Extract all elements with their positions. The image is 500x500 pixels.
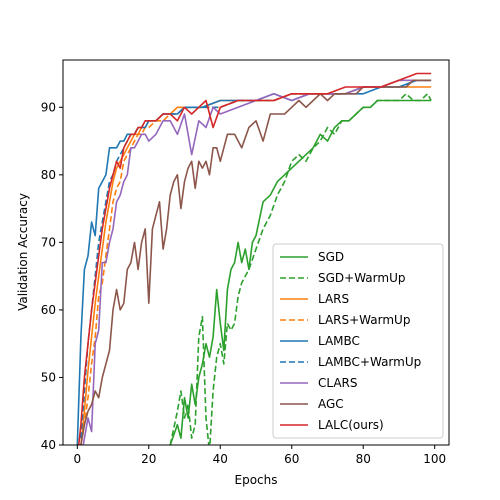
x-tick-label: 40 <box>213 452 228 466</box>
y-axis-label: Validation Accuracy <box>16 193 30 311</box>
legend-label-sgd-warmup: SGD+WarmUp <box>318 271 405 285</box>
legend-label-clars: CLARS <box>318 376 358 390</box>
legend-label-lars-warmup: LARS+WarmUp <box>318 313 410 327</box>
legend-label-sgd: SGD <box>318 250 344 264</box>
x-axis-ticks: 0 20 40 60 80 100 <box>73 445 446 466</box>
legend-box <box>272 243 444 439</box>
legend: SGD SGD+WarmUp LARS LARS+WarmUp LAMBC LAMBC+W… <box>272 243 444 439</box>
legend-label-agc: AGC <box>318 397 344 411</box>
y-tick-label: 70 <box>41 235 56 249</box>
plot-frame <box>62 59 450 446</box>
y-tick-label: 80 <box>41 168 56 182</box>
legend-label-lalc-ours: LALC(ours) <box>318 418 384 432</box>
series-line-sgd-warmup <box>169 93 432 445</box>
series-line-agc <box>80 79 432 445</box>
x-tick-label: 20 <box>141 452 156 466</box>
plot-clip-group <box>76 72 432 445</box>
legend-label-lambc: LAMBC <box>318 334 360 348</box>
x-tick-label: 0 <box>73 452 81 466</box>
y-tick-label: 90 <box>41 100 56 114</box>
x-tick-label: 60 <box>284 452 299 466</box>
y-tick-label: 40 <box>41 438 56 452</box>
y-tick-label: 60 <box>41 303 56 317</box>
legend-label-lambc-warmup: LAMBC+WarmUp <box>318 355 421 369</box>
x-axis-label: Epochs <box>235 473 278 487</box>
series-line-lalc-ours <box>77 72 432 445</box>
y-tick-label: 50 <box>41 370 56 384</box>
x-tick-label: 100 <box>423 452 446 466</box>
legend-label-lars: LARS <box>318 292 349 306</box>
x-tick-label: 80 <box>356 452 371 466</box>
series-layer <box>76 72 432 445</box>
y-axis-ticks: 40 50 60 70 80 90 <box>41 100 63 452</box>
